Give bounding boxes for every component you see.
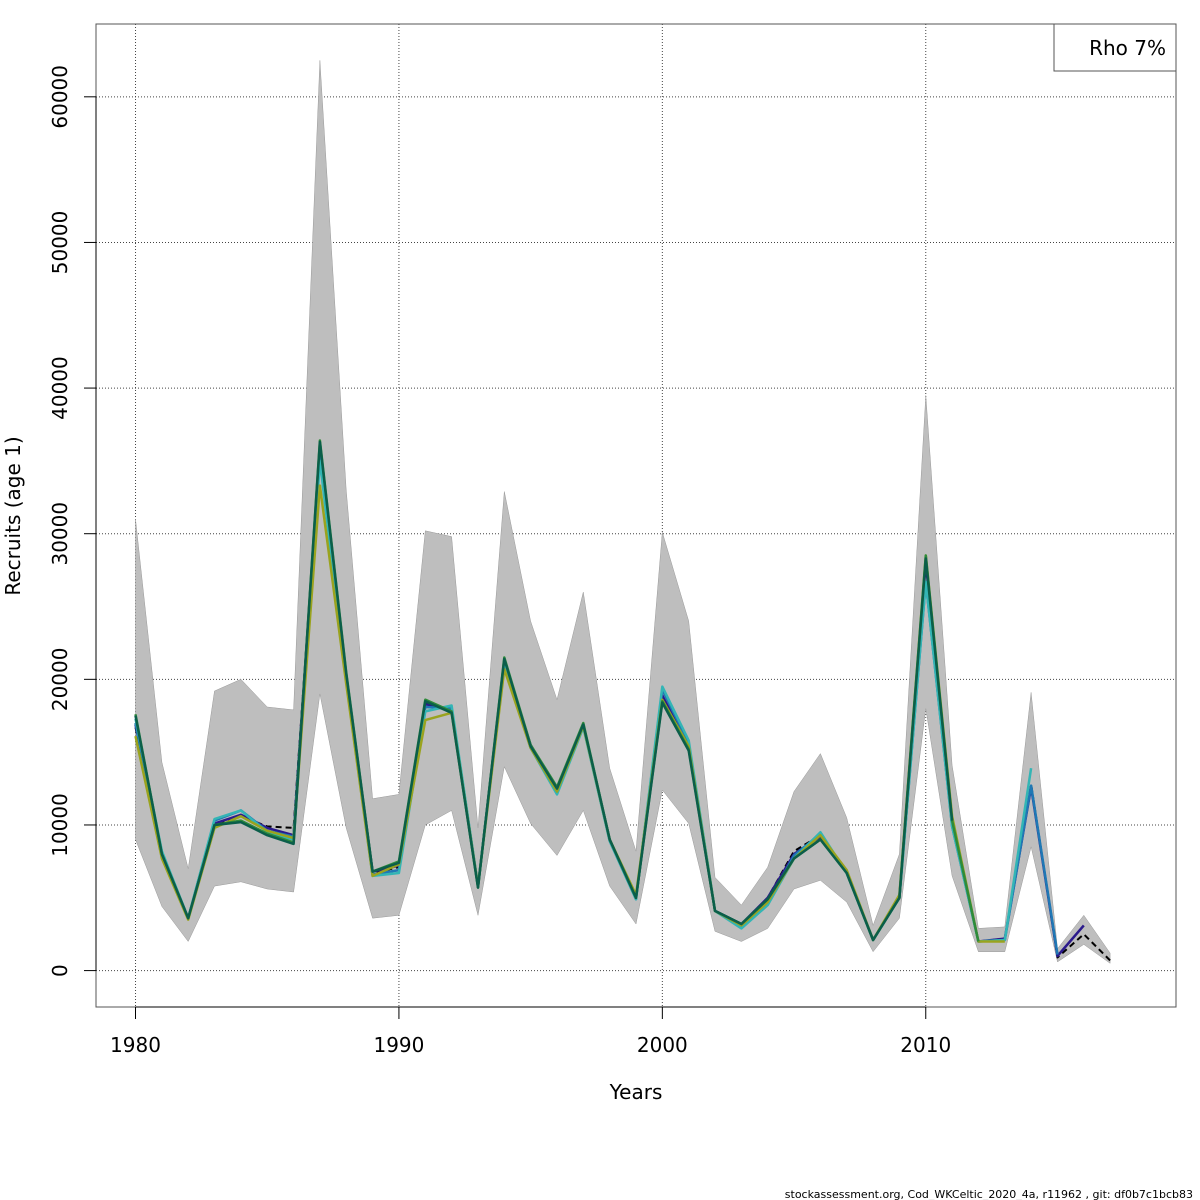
x-axis-title: Years xyxy=(609,1080,663,1104)
y-tick-label: 30000 xyxy=(48,502,72,566)
series-line-7 xyxy=(134,440,954,942)
x-tick-label: 2010 xyxy=(900,1033,951,1057)
series-lines-layer xyxy=(134,439,1111,962)
confidence-band-layer xyxy=(135,60,1111,964)
y-axis-title: Recruits (age 1) xyxy=(1,436,25,595)
confidence-band xyxy=(135,60,1111,964)
x-axis: 1980 1990 2000 2010 xyxy=(110,1006,951,1057)
y-tick-label: 20000 xyxy=(48,648,72,712)
y-tick-label: 0 xyxy=(48,964,72,977)
legend: Rho 7% xyxy=(1053,23,1177,72)
x-tick-label: 2000 xyxy=(637,1033,688,1057)
y-axis: 0 10000 20000 30000 40000 50000 60000 xyxy=(48,65,97,977)
y-tick-label: 50000 xyxy=(48,211,72,275)
legend-text: Rho 7% xyxy=(1089,36,1166,60)
y-tick-label: 60000 xyxy=(48,65,72,129)
footer-text: stockassessment.org, Cod_WKCeltic_2020_4… xyxy=(785,1188,1193,1200)
y-tick-label: 10000 xyxy=(48,793,72,857)
y-tick-label: 40000 xyxy=(48,356,72,420)
legend-box xyxy=(1053,23,1177,72)
x-tick-label: 1980 xyxy=(110,1033,161,1057)
x-tick-label: 1990 xyxy=(373,1033,424,1057)
